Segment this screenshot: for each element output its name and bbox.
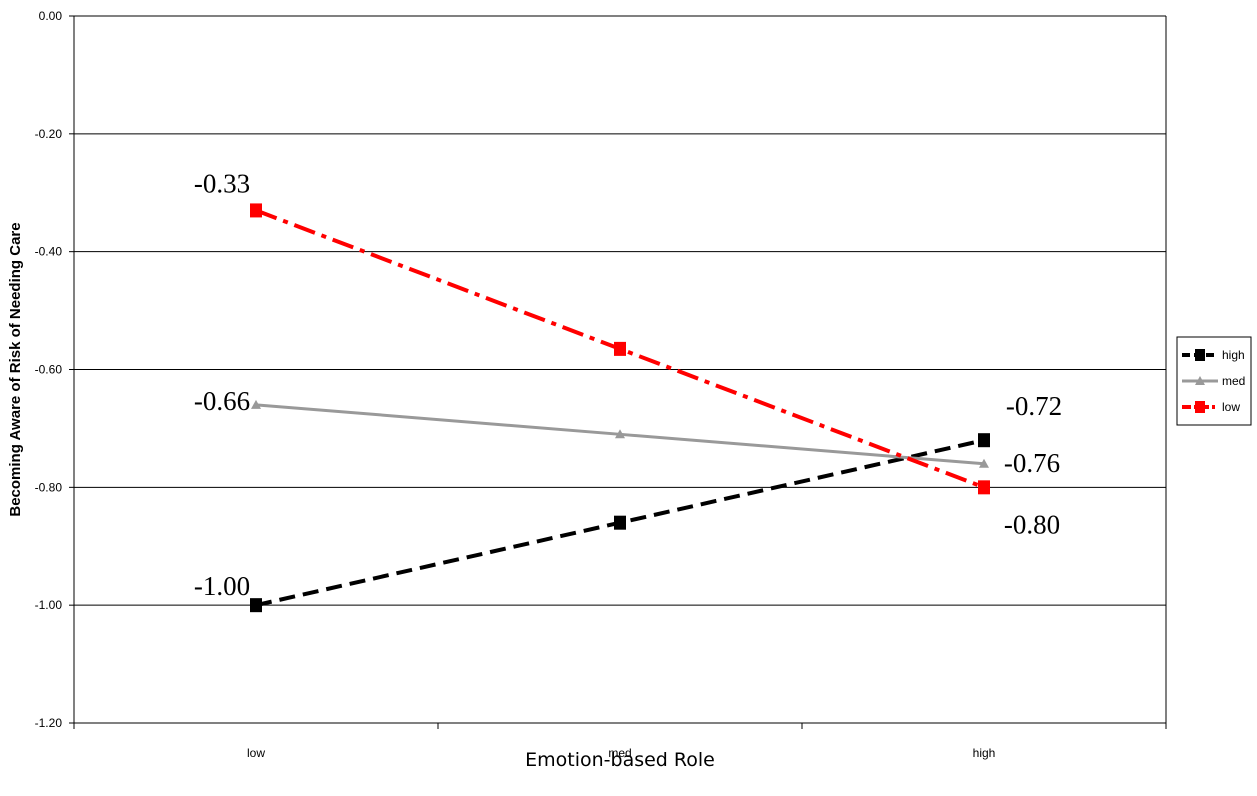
data-label-med: -0.76 xyxy=(1004,448,1060,478)
legend-item-high: high xyxy=(1182,348,1245,362)
y-tick-label: -1.20 xyxy=(35,716,63,730)
data-label-low: -0.33 xyxy=(194,168,250,198)
legend-marker-low xyxy=(1195,401,1205,413)
data-point-high xyxy=(250,598,262,613)
legend-marker-high xyxy=(1195,349,1205,361)
legend-label-med: med xyxy=(1222,374,1245,388)
data-point-high xyxy=(614,515,626,530)
data-label-low: -0.80 xyxy=(1004,509,1060,539)
y-axis-title: Becoming Aware of Risk of Needing Care xyxy=(7,222,24,516)
legend-label-high: high xyxy=(1222,348,1245,362)
legend-item-low: low xyxy=(1182,400,1240,414)
series-lines xyxy=(250,203,990,613)
data-point-med xyxy=(979,458,989,468)
y-tick-label: -0.20 xyxy=(35,127,63,141)
x-tick-label: high xyxy=(973,746,996,760)
data-point-low xyxy=(614,341,626,356)
y-tick-label: -1.00 xyxy=(35,598,63,612)
legend: high med low xyxy=(1176,336,1252,426)
axes: 0.00 -0.20 -0.40 -0.60 -0.80 -1.00 -1.20 low med… xyxy=(35,9,1167,760)
x-axis-title: Emotion-based Role xyxy=(525,749,715,771)
data-point-high xyxy=(978,433,990,448)
data-point-med xyxy=(251,399,261,409)
data-point-low xyxy=(978,480,990,495)
series-med xyxy=(251,399,989,468)
data-label-med: -0.66 xyxy=(194,386,250,416)
grid-lines xyxy=(74,133,1166,606)
legend-label-low: low xyxy=(1222,400,1240,414)
legend-item-med: med xyxy=(1182,374,1245,388)
x-tick-label: low xyxy=(247,746,265,760)
data-point-med xyxy=(615,429,625,439)
data-label-high: -1.00 xyxy=(194,571,250,601)
y-tick-label: 0.00 xyxy=(39,9,63,23)
series-low xyxy=(250,203,990,495)
y-tick-label: -0.40 xyxy=(35,245,63,259)
x-tick-label: med xyxy=(608,746,631,760)
y-tick-label: -0.80 xyxy=(35,480,63,494)
data-label-high: -0.72 xyxy=(1006,391,1062,421)
series-high xyxy=(250,433,990,613)
data-point-low xyxy=(250,203,262,218)
legend-marker-med xyxy=(1195,376,1205,385)
y-tick-label: -0.60 xyxy=(35,363,63,377)
data-labels: -1.00 -0.72 -0.66 -0.76 -0.33 -0.80 xyxy=(194,168,1062,601)
